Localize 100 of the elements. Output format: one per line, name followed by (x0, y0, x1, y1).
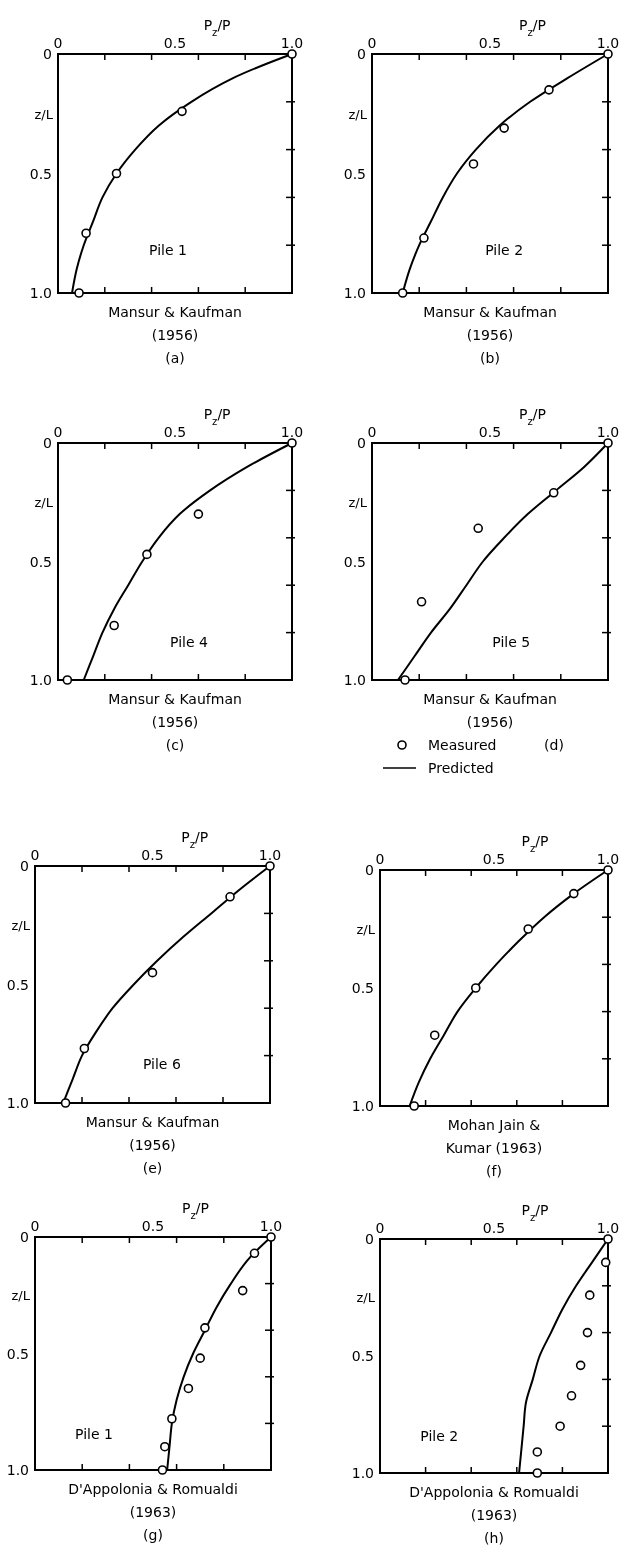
x-axis-title: P$_{z}$/P (519, 406, 546, 427)
y-tick-label: 0 (357, 435, 366, 451)
x-tick-label: 1.0 (280, 35, 304, 51)
point (409, 1101, 419, 1111)
y-tick-label: 1.0 (351, 1098, 374, 1114)
text: Pile 4 (170, 634, 209, 651)
y-tick-label: 0 (43, 46, 52, 62)
point (109, 620, 119, 631)
point (603, 1234, 613, 1244)
point (265, 861, 275, 871)
point (532, 1468, 543, 1478)
x-tick-label: 0.5 (482, 851, 506, 867)
point (249, 1248, 260, 1259)
y-tick-label: 1.0 (29, 672, 52, 688)
x-tick-label: 1.0 (259, 1218, 283, 1234)
legend-label: Predicted (428, 760, 494, 776)
point (569, 888, 579, 899)
y-axis-title: z/L (11, 917, 31, 933)
y-tick-label: 0.5 (351, 1348, 374, 1364)
y-tick-label: 0 (43, 435, 52, 451)
y-axis-title: z/L (34, 106, 54, 122)
point (287, 49, 297, 59)
text: (1963) (129, 1504, 177, 1520)
y-axis-title: z/L (356, 1290, 376, 1306)
point (111, 168, 122, 179)
point (566, 1390, 577, 1401)
point (473, 523, 483, 534)
x-tick-label: 0 (53, 35, 63, 51)
text: (h) (484, 1530, 504, 1546)
x-tick-label: 1.0 (280, 424, 304, 440)
y-tick-label: 0.5 (6, 1345, 29, 1362)
text: Mansur & Kaufman (423, 691, 557, 707)
x-axis-title: P$_{z}$/P (203, 17, 231, 38)
text: (1956) (129, 1137, 176, 1153)
point (193, 509, 204, 519)
point (532, 1447, 543, 1457)
point (397, 288, 408, 298)
x-tick-label: 1.0 (596, 851, 620, 867)
point (79, 1043, 90, 1054)
text: (1956) (151, 327, 199, 343)
x-tick-label: 0.5 (141, 847, 164, 863)
text: (e) (142, 1160, 163, 1176)
y-tick-label: 1.0 (6, 1462, 29, 1478)
point (160, 1441, 170, 1452)
x-tick-label: 0 (375, 1220, 385, 1236)
y-tick-label: 0 (365, 862, 374, 878)
y-tick-label: 0 (365, 1231, 374, 1247)
text: Mansur & Kaufman (108, 691, 242, 707)
point (523, 924, 533, 934)
point (544, 85, 554, 95)
point (548, 487, 559, 498)
x-tick-label: 0.5 (478, 424, 502, 440)
x-tick-label: 0 (375, 851, 385, 867)
x-axis-title: P$_{z}$/P (521, 1202, 549, 1223)
text: D'Appolonia & Romualdi (409, 1484, 579, 1500)
point (600, 1257, 611, 1268)
point (237, 1285, 248, 1296)
y-tick-label: 0 (357, 46, 366, 62)
point (62, 675, 73, 685)
point (499, 123, 509, 133)
text: (f) (486, 1163, 502, 1179)
point (584, 1290, 595, 1300)
text: (c) (165, 737, 185, 753)
text: Pile 1 (75, 1425, 113, 1442)
text: Pile 5 (492, 634, 531, 651)
text: Pile 6 (142, 1055, 181, 1072)
y-axis-title: z/L (34, 494, 54, 510)
x-tick-label: 0.5 (141, 1218, 165, 1234)
text: Pile 2 (420, 1427, 459, 1444)
y-tick-label: 0.5 (6, 976, 29, 993)
point (603, 49, 613, 59)
point (266, 1232, 276, 1242)
y-tick-label: 0.5 (29, 553, 52, 570)
point (147, 967, 158, 978)
point (157, 1465, 168, 1475)
point (74, 288, 84, 298)
text: (b) (480, 350, 500, 366)
text: (a) (165, 350, 185, 366)
point (60, 1098, 71, 1108)
point (468, 159, 479, 169)
y-axis-title: z/L (11, 1287, 31, 1303)
x-tick-label: 0.5 (163, 35, 187, 51)
text: (d) (544, 737, 564, 753)
x-tick-label: 0.5 (478, 35, 502, 51)
point (603, 438, 613, 448)
x-axis-title: P$_{z}$/P (203, 406, 231, 427)
point (200, 1323, 210, 1333)
y-tick-label: 0.5 (343, 553, 366, 570)
x-tick-label: 1.0 (596, 424, 620, 440)
point (287, 438, 297, 448)
x-tick-label: 0 (53, 424, 63, 440)
y-axis-title: z/L (356, 921, 376, 937)
point (555, 1421, 565, 1431)
y-tick-label: 1.0 (343, 672, 366, 688)
x-axis-title: P$_{z}$/P (181, 829, 209, 850)
point (603, 865, 613, 875)
text: Kumar (1963) (445, 1140, 543, 1156)
point (195, 1353, 205, 1363)
text: (1956) (466, 327, 514, 343)
point (142, 549, 152, 560)
